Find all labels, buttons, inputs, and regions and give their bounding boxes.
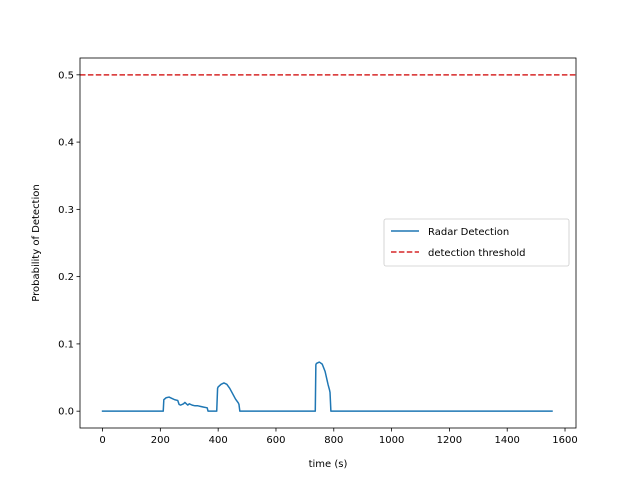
x-tick-label: 1400: [494, 435, 519, 446]
x-tick-label: 0: [99, 435, 105, 446]
x-tick-label: 1200: [437, 435, 462, 446]
y-tick-label: 0.2: [58, 272, 74, 283]
x-axis: 0 200 400 600 800 1000 1200 1400 1600: [99, 428, 578, 446]
y-axis-label: Probability of Detection: [31, 184, 42, 301]
legend-label-radar-detection: Radar Detection: [428, 227, 509, 238]
x-tick-label: 800: [324, 435, 343, 446]
y-tick-label: 0.0: [58, 407, 74, 418]
y-tick-label: 0.4: [58, 138, 74, 149]
y-tick-label: 0.1: [58, 339, 74, 350]
plot-area: [80, 74, 576, 412]
y-axis: 0.0 0.1 0.2 0.3 0.4 0.5: [58, 70, 80, 418]
x-tick-label: 1600: [552, 435, 577, 446]
legend-frame: [383, 218, 570, 267]
x-tick-label: 400: [209, 435, 228, 446]
series-line-radar-detection: [101, 361, 553, 412]
x-axis-label: time (s): [309, 459, 348, 470]
plot-frame: [79, 57, 577, 429]
y-tick-label: 0.5: [58, 70, 74, 81]
y-tick-label: 0.3: [58, 205, 74, 216]
x-tick-label: 200: [151, 435, 170, 446]
legend-label-detection-threshold: detection threshold: [428, 248, 526, 259]
x-tick-label: 600: [266, 435, 285, 446]
x-tick-label: 1000: [379, 435, 404, 446]
series-layer: [80, 74, 576, 412]
legend: Radar Detection detection threshold: [383, 218, 570, 267]
